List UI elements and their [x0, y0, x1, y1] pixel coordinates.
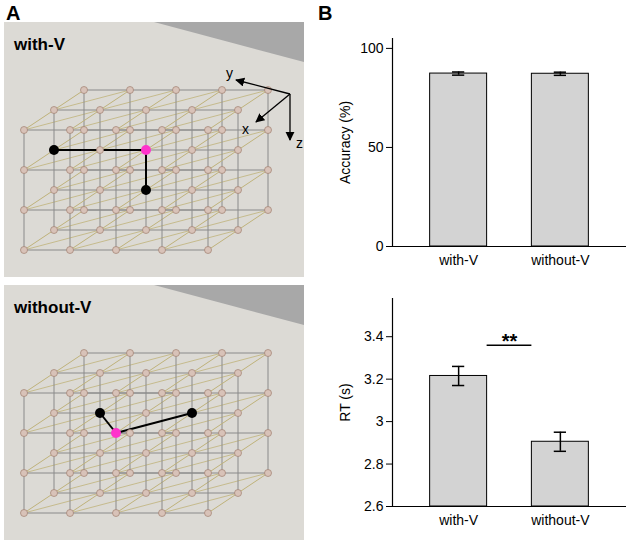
svg-text:Accuracy (%): Accuracy (%): [337, 101, 353, 184]
svg-text:3.2: 3.2: [364, 371, 384, 387]
svg-text:RT (s): RT (s): [337, 383, 353, 421]
svg-text:2.6: 2.6: [364, 498, 384, 514]
svg-text:3: 3: [376, 413, 384, 429]
svg-text:x: x: [242, 121, 249, 137]
svg-text:50: 50: [368, 139, 384, 155]
svg-text:without-V: without-V: [530, 512, 590, 528]
svg-text:with-V: with-V: [13, 35, 66, 54]
svg-text:without-V: without-V: [13, 298, 92, 317]
svg-text:100: 100: [360, 40, 384, 56]
svg-text:3.4: 3.4: [364, 328, 384, 344]
svg-text:z: z: [296, 135, 303, 151]
svg-text:y: y: [226, 65, 233, 81]
svg-text:with-V: with-V: [438, 252, 479, 268]
html-text:A: A: [6, 2, 21, 24]
svg-text:without-V: without-V: [530, 252, 590, 268]
svg-text:2.8: 2.8: [364, 456, 384, 472]
html-text:B: B: [318, 2, 333, 24]
svg-text:0: 0: [376, 238, 384, 254]
svg-text:with-V: with-V: [438, 512, 479, 528]
svg-text:**: **: [502, 330, 518, 352]
